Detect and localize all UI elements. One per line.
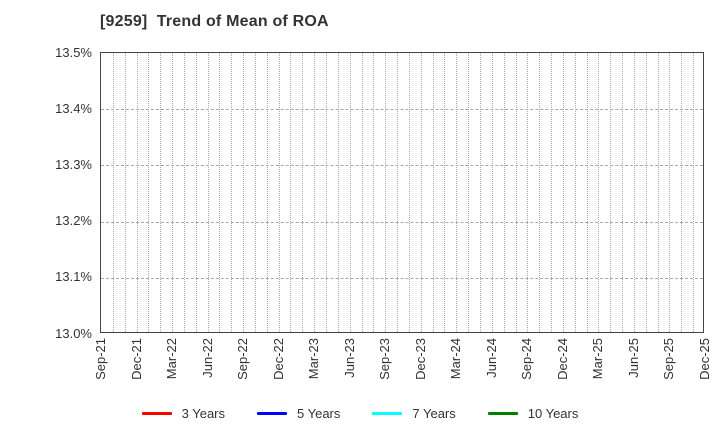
vertical-gridline [337,53,339,332]
vertical-gridline [622,53,624,332]
vertical-gridline [420,53,422,332]
chart-title: [9259] Trend of Mean of ROA [100,13,329,30]
vertical-gridline [278,53,280,332]
legend-item: 7 Years [372,405,456,421]
vertical-gridline [326,53,328,332]
vertical-gridline [408,53,410,332]
vertical-gridline [290,53,292,332]
x-axis-tick-label: Jun-24 [483,338,499,378]
vertical-gridline [491,53,493,332]
vertical-gridline [551,53,553,332]
horizontal-gridline [101,277,703,279]
vertical-gridline [219,53,221,332]
legend-label: 3 Years [181,405,225,421]
x-axis-tick-label: Sep-24 [519,338,535,380]
x-axis-tick-label: Dec-24 [554,338,570,380]
vertical-gridline [539,53,541,332]
vertical-gridline [266,53,268,332]
legend-color-line [487,411,518,415]
vertical-gridline [456,53,458,332]
x-axis-tick-label: Mar-23 [306,338,322,380]
vertical-gridline [195,53,197,332]
vertical-gridline [397,53,399,332]
vertical-gridline [160,53,162,332]
vertical-gridline [527,53,529,332]
legend-label: 7 Years [412,405,456,421]
vertical-gridline [183,53,185,332]
vertical-gridline [468,53,470,332]
vertical-gridline [515,53,517,332]
vertical-gridline [385,53,387,332]
x-axis-tick-label: Sep-21 [93,338,108,380]
vertical-gridline [562,53,564,332]
legend: 3 Years 5 Years 7 Years 10 Years [0,403,720,423]
vertical-gridline [207,53,209,332]
horizontal-gridline [101,165,703,167]
vertical-gridline [503,53,505,332]
x-axis-tick-label: Sep-23 [377,338,393,380]
plot-area [100,52,704,333]
x-axis-tick-label: Dec-21 [128,338,144,380]
y-axis-tick-label: 13.3% [55,156,92,172]
vertical-gridline [645,53,647,332]
y-axis-tick-label: 13.5% [55,44,92,60]
legend-item: 5 Years [257,406,340,421]
x-axis-tick-label: Dec-22 [270,338,286,380]
y-axis-tick-label: 13.2% [55,213,92,229]
vertical-gridline [633,53,635,332]
y-axis-tick-label: 13.4% [55,100,92,116]
x-axis-tick-label: Jun-23 [341,338,357,378]
vertical-gridline [681,53,683,332]
vertical-gridline [314,53,316,332]
legend-label: 5 Years [297,405,341,421]
legend-item: 3 Years [141,405,225,421]
vertical-gridline [574,53,576,332]
vertical-gridline [610,53,612,332]
vertical-gridline [373,53,375,332]
x-axis-tick-label: Dec-25 [697,338,712,380]
vertical-gridline [444,53,446,332]
vertical-gridline [479,53,481,332]
vertical-gridline [172,53,174,332]
legend-color-line [257,411,287,415]
vertical-gridline [302,53,304,332]
vertical-gridline [669,53,671,332]
vertical-gridline [361,53,363,332]
vertical-gridline [231,53,233,332]
horizontal-gridline [101,221,703,223]
x-axis-tick-label: Sep-22 [235,338,251,380]
x-axis-tick-label: Dec-23 [412,338,428,380]
vertical-gridline [243,53,245,332]
y-axis-tick-label: 13.1% [55,269,92,285]
vertical-gridline [598,53,600,332]
vertical-gridline [254,53,256,332]
legend-color-line [372,411,403,415]
x-axis-tick-label: Sep-25 [661,338,677,380]
legend-color-line [141,411,172,415]
vertical-gridline [657,53,659,332]
vertical-gridline [112,53,114,332]
x-axis-tick-label: Mar-25 [590,338,606,380]
vertical-gridline [148,53,150,332]
vertical-gridline [136,53,138,332]
vertical-gridline [349,53,351,332]
vertical-gridline [693,53,695,332]
x-axis-tick-label: Mar-22 [164,338,180,380]
vertical-gridline [432,53,434,332]
y-axis-tick-label: 13.0% [55,325,92,341]
vertical-gridline [124,53,126,332]
x-axis-tick-label: Jun-25 [625,338,641,378]
legend-item: 10 Years [487,405,579,421]
vertical-gridline [586,53,588,332]
legend-label: 10 Years [527,405,579,421]
x-axis-tick-label: Jun-22 [199,338,215,378]
horizontal-gridline [101,109,703,111]
x-axis-tick-label: Mar-24 [448,338,464,380]
